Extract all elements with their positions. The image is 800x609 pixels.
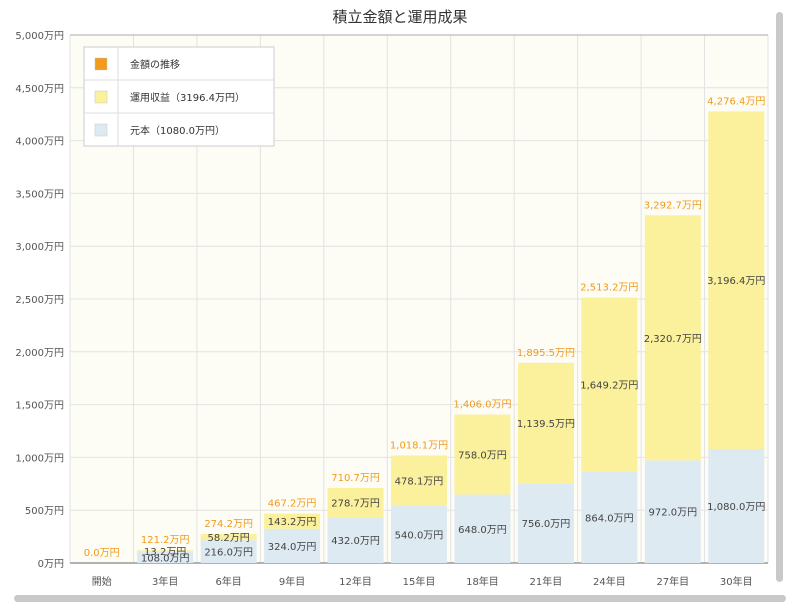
legend-swatch <box>94 57 108 71</box>
principal-value-label: 1,080.0万円 <box>707 502 765 513</box>
principal-bar <box>454 494 511 563</box>
y-tick-label: 5,000万円 <box>15 31 64 42</box>
total-value-label: 0.0万円 <box>84 548 120 559</box>
return-bar <box>708 111 765 449</box>
principal-value-label: 648.0万円 <box>458 525 507 536</box>
x-tick-label: 24年目 <box>593 575 626 588</box>
principal-bar <box>327 517 384 563</box>
x-tick-label: 開始 <box>92 575 112 588</box>
x-tick-label: 9年目 <box>279 575 305 588</box>
return-value-label: 3,196.4万円 <box>707 276 765 287</box>
return-value-label: 58.2万円 <box>208 533 250 544</box>
return-value-label: 278.7万円 <box>331 499 380 510</box>
principal-value-label: 756.0万円 <box>522 519 571 530</box>
y-tick-label: 4,000万円 <box>15 137 64 148</box>
total-value-label: 1,018.1万円 <box>390 440 448 451</box>
x-tick-label: 27年目 <box>656 575 689 588</box>
y-tick-label: 3,500万円 <box>15 189 64 200</box>
x-tick-label: 30年目 <box>720 575 753 588</box>
principal-value-label: 972.0万円 <box>648 508 697 519</box>
return-bar <box>644 215 701 461</box>
principal-bar <box>200 540 257 563</box>
return-bar <box>454 414 511 495</box>
return-value-label: 143.2万円 <box>268 517 317 528</box>
principal-value-label: 864.0万円 <box>585 513 634 524</box>
principal-value-label: 216.0万円 <box>204 548 253 559</box>
y-tick-label: 500万円 <box>25 506 64 517</box>
legend-label: 運用収益（3196.4万円） <box>130 91 245 104</box>
legend-swatch <box>94 123 108 137</box>
return-bar <box>517 362 574 484</box>
total-value-label: 3,292.7万円 <box>644 200 702 211</box>
total-value-label: 710.7万円 <box>331 473 380 484</box>
principal-value-label: 540.0万円 <box>395 530 444 541</box>
principal-bar <box>517 483 574 563</box>
y-tick-label: 3,000万円 <box>15 242 64 253</box>
y-tick-label: 2,000万円 <box>15 348 64 359</box>
return-value-label: 1,649.2万円 <box>580 381 638 392</box>
return-value-label: 2,320.7万円 <box>644 334 702 345</box>
x-tick-label: 18年目 <box>466 575 499 588</box>
legend-box <box>83 46 275 147</box>
return-bar <box>327 487 384 518</box>
return-bar <box>137 550 194 552</box>
total-value-label: 1,895.5万円 <box>517 348 575 359</box>
return-bar <box>391 455 447 506</box>
x-tick-label: 12年目 <box>339 575 372 588</box>
principal-bar <box>708 448 765 563</box>
return-bar <box>200 534 257 541</box>
total-value-label: 274.2万円 <box>204 519 253 530</box>
principal-bar <box>581 471 638 563</box>
legend-swatch <box>94 90 108 104</box>
principal-bar <box>391 505 447 563</box>
total-value-label: 121.2万円 <box>141 535 190 546</box>
principal-bar <box>137 551 194 563</box>
x-tick-label: 21年目 <box>530 575 563 588</box>
principal-value-label: 432.0万円 <box>331 536 380 547</box>
x-tick-label: 3年目 <box>152 575 178 588</box>
x-tick-label: 6年目 <box>215 575 241 588</box>
y-tick-label: 0万円 <box>38 559 64 570</box>
principal-value-label: 324.0万円 <box>268 542 317 553</box>
vertical-scrollbar[interactable] <box>776 12 783 582</box>
total-value-label: 1,406.0万円 <box>453 400 511 411</box>
principal-bar <box>264 528 321 563</box>
x-tick-label: 15年目 <box>403 575 436 588</box>
y-tick-label: 2,500万円 <box>15 295 64 306</box>
y-tick-label: 4,500万円 <box>15 84 64 95</box>
return-bar <box>264 513 321 529</box>
legend-label: 金額の推移 <box>130 58 180 71</box>
legend-label: 元本（1080.0万円） <box>130 124 225 137</box>
chart-title: 積立金額と運用成果 <box>332 8 467 26</box>
return-value-label: 13.2万円 <box>144 547 186 558</box>
total-value-label: 467.2万円 <box>268 499 317 510</box>
return-value-label: 758.0万円 <box>458 451 507 462</box>
y-tick-label: 1,500万円 <box>15 401 64 412</box>
y-tick-label: 1,000万円 <box>15 453 64 464</box>
return-bar <box>581 297 638 472</box>
horizontal-scrollbar[interactable] <box>14 595 786 602</box>
return-value-label: 478.1万円 <box>395 477 444 488</box>
principal-bar <box>644 460 701 563</box>
return-value-label: 1,139.5万円 <box>517 419 575 430</box>
total-value-label: 2,513.2万円 <box>580 283 638 294</box>
total-value-label: 4,276.4万円 <box>707 96 765 107</box>
principal-value-label: 108.0万円 <box>141 553 190 564</box>
